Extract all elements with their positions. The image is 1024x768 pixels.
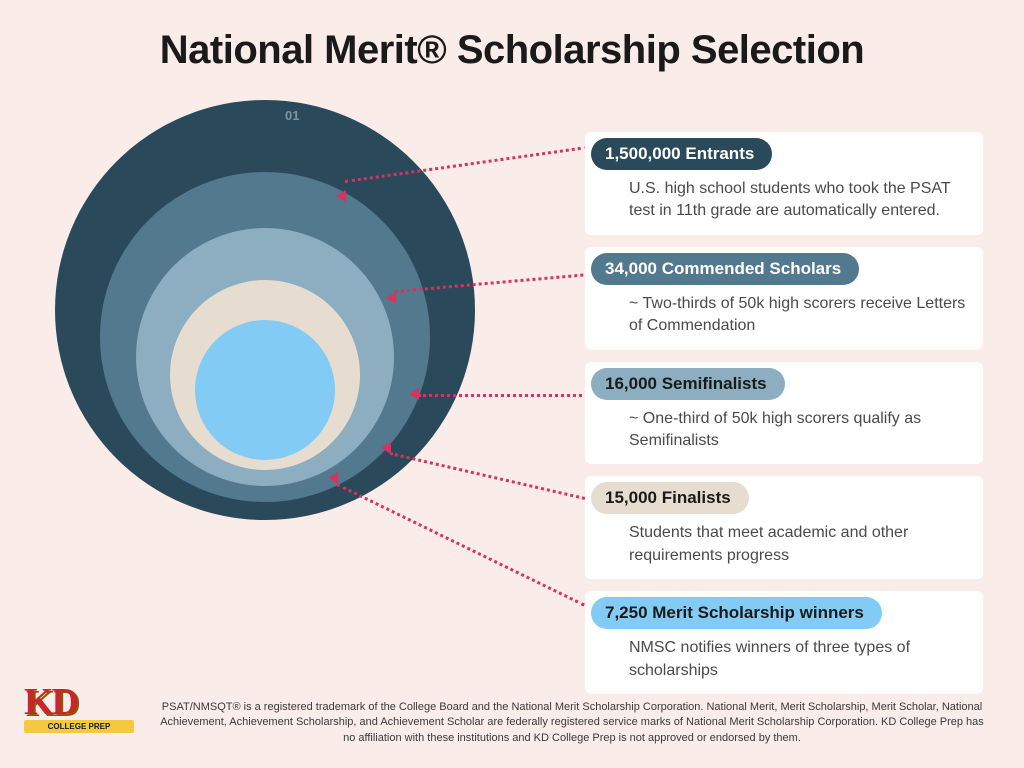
logo-text: KD	[24, 680, 134, 724]
card-body: Students that meet academic and other re…	[585, 514, 983, 579]
chart-small-label: 01	[285, 108, 299, 123]
card-heading: 7,250 Merit Scholarship winners	[591, 597, 882, 629]
card-commended: 34,000 Commended Scholars ~ Two-thirds o…	[585, 247, 983, 350]
circle-winners	[195, 320, 335, 460]
card-heading: 1,500,000 Entrants	[591, 138, 772, 170]
card-body: ~ Two-thirds of 50k high scorers receive…	[585, 285, 983, 350]
card-heading: 16,000 Semifinalists	[591, 368, 785, 400]
card-body: NMSC notifies winners of three types of …	[585, 629, 983, 694]
page-title: National Merit® Scholarship Selection	[0, 28, 1024, 73]
card-body: ~ One-third of 50k high scorers qualify …	[585, 400, 983, 465]
cards-column: 1,500,000 Entrants U.S. high school stud…	[585, 132, 983, 706]
kd-logo: KD COLLEGE PREP	[24, 680, 134, 750]
card-heading: 15,000 Finalists	[591, 482, 749, 514]
card-finalists: 15,000 Finalists Students that meet acad…	[585, 476, 983, 579]
card-heading: 34,000 Commended Scholars	[591, 253, 859, 285]
logo-banner: COLLEGE PREP	[24, 720, 134, 733]
footer-disclaimer: PSAT/NMSQT® is a registered trademark of…	[160, 700, 984, 746]
card-semifinalists: 16,000 Semifinalists ~ One-third of 50k …	[585, 362, 983, 465]
card-entrants: 1,500,000 Entrants U.S. high school stud…	[585, 132, 983, 235]
card-winners: 7,250 Merit Scholarship winners NMSC not…	[585, 591, 983, 694]
card-body: U.S. high school students who took the P…	[585, 170, 983, 235]
